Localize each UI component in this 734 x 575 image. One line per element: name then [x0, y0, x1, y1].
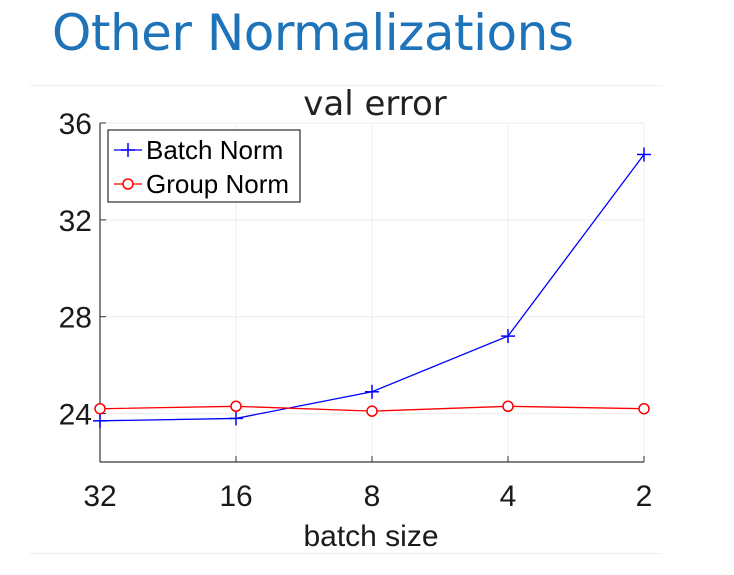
- batch-norm-point: [229, 411, 243, 426]
- x-tick-label: 16: [219, 480, 252, 513]
- x-tick-label: 8: [364, 480, 381, 513]
- legend-box: [107, 129, 301, 203]
- group-norm-legend-marker: [122, 178, 134, 190]
- y-tick-label: 24: [59, 399, 92, 432]
- group-norm-legend-label: Group Norm: [146, 169, 289, 199]
- bottom-divider: [30, 553, 662, 554]
- batch-norm-point: [501, 329, 515, 344]
- group-norm-point: [366, 405, 378, 417]
- group-norm-point: [230, 400, 242, 413]
- y-tick-label: 36: [59, 108, 92, 141]
- slide-title: Other Normalizations: [52, 4, 574, 62]
- chart-title: val error: [303, 84, 447, 124]
- batch-norm-point: [637, 147, 651, 162]
- tick-labels: 24 28 32 36 32 16 8 4 2: [59, 108, 653, 513]
- group-norm-point: [502, 400, 514, 413]
- group-norm-point: [638, 402, 650, 415]
- legend: Batch Norm Group Norm: [107, 129, 301, 203]
- x-axis-label: batch size: [303, 520, 438, 553]
- batch-norm-point: [365, 384, 379, 399]
- batch-norm-legend-marker: [121, 143, 135, 157]
- series: [93, 147, 651, 428]
- y-tick-label: 28: [59, 302, 92, 335]
- x-tick-label: 32: [83, 480, 116, 513]
- top-divider: [30, 85, 662, 86]
- group-norm-point: [94, 402, 106, 415]
- x-tick-label: 2: [636, 480, 653, 513]
- x-tick-label: 4: [500, 480, 517, 513]
- batch-norm-legend-label: Batch Norm: [146, 135, 283, 165]
- batch-norm-point: [93, 413, 107, 428]
- y-tick-label: 32: [59, 205, 92, 238]
